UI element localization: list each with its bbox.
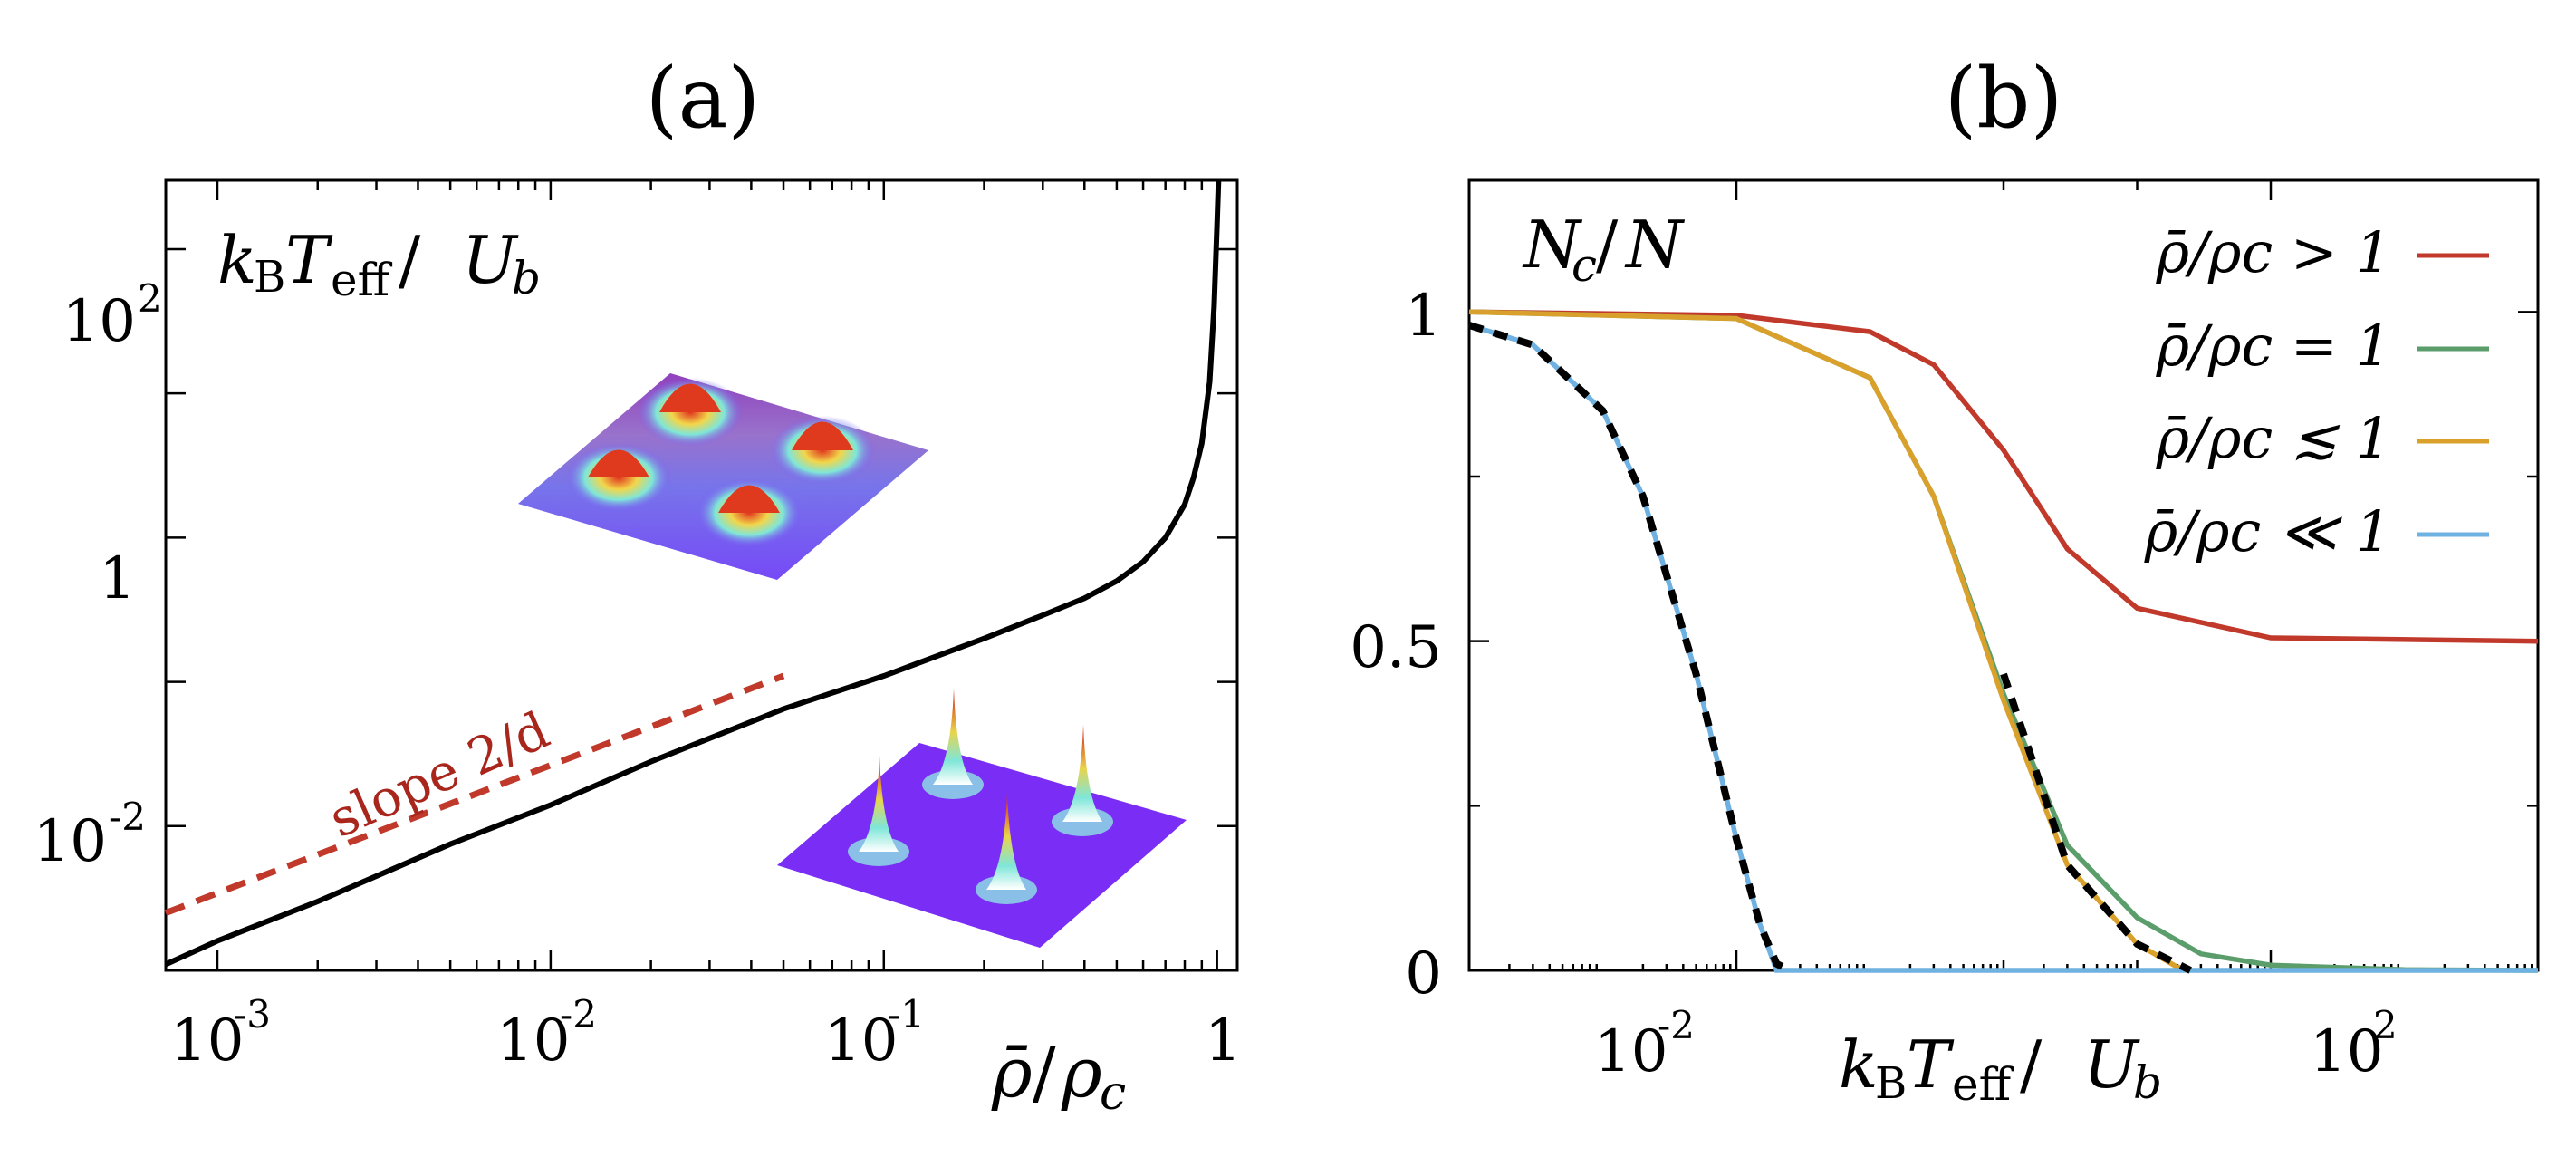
panel-a: 10 2 1 10 -2 10 -3 10 -2 10 -1 1 k B T e… <box>34 178 1242 1121</box>
panel-a-ytick-102: 10 2 <box>62 276 162 355</box>
svg-text:c: c <box>1572 239 1597 292</box>
panel-a-xtick-10-3: 10 -3 <box>170 992 271 1075</box>
svg-text:10: 10 <box>1594 1018 1668 1085</box>
inset-spike-surface <box>777 689 1187 948</box>
legend-entry-orange: ρ̄/ρc ≲ 1 <box>2156 405 2489 471</box>
panel-b-series-dashed-1 <box>1467 322 1792 974</box>
svg-text:-1: -1 <box>888 992 925 1036</box>
legend-entry-red: ρ̄/ρc > 1 <box>2156 219 2489 285</box>
legend-entry-green: ρ̄/ρc = 1 <box>2156 313 2489 379</box>
legend-label-green: ρ̄/ρc = 1 <box>2156 313 2391 379</box>
panel-b-xlabel: k B T eff / U b <box>1839 1027 2162 1111</box>
panel-a-ytick-10-2: 10 -2 <box>34 795 146 875</box>
svg-text:2: 2 <box>138 276 162 321</box>
svg-text:b: b <box>2133 1056 2162 1109</box>
panel-b-frame <box>1467 178 2540 972</box>
panel-b-series-dashed-2 <box>2000 672 2192 974</box>
svg-text:T: T <box>285 222 333 298</box>
panel-b-ytick-1: 1 <box>1405 283 1442 350</box>
svg-text:10: 10 <box>2310 1018 2383 1085</box>
panel-b-title: (b) <box>1945 50 2063 147</box>
svg-text:eff: eff <box>331 254 393 306</box>
panel-a-ticks <box>166 180 1237 970</box>
panel-b-xtick-10-2: 10 -2 <box>1594 1003 1695 1085</box>
inset-smooth-surface <box>518 373 928 580</box>
svg-text:10: 10 <box>170 1008 244 1075</box>
svg-text:-2: -2 <box>560 992 597 1036</box>
svg-text:eff: eff <box>1952 1058 2014 1111</box>
svg-text:10: 10 <box>496 1008 570 1075</box>
svg-text:ρ: ρ <box>1061 1032 1102 1113</box>
legend-label-red: ρ̄/ρc > 1 <box>2156 219 2391 285</box>
svg-text:B: B <box>254 252 285 303</box>
panel-b-series-red <box>1468 309 2539 644</box>
svg-text:ρ̄: ρ̄ <box>991 1032 1033 1113</box>
svg-text:-3: -3 <box>234 992 271 1036</box>
svg-text:-2: -2 <box>109 795 146 839</box>
svg-text:T: T <box>1907 1027 1955 1103</box>
panel-a-ytick-1: 1 <box>99 545 136 612</box>
svg-text:U: U <box>2083 1027 2140 1103</box>
svg-text:k: k <box>1839 1027 1879 1103</box>
svg-text:10: 10 <box>62 288 136 355</box>
svg-text:N: N <box>1624 207 1686 283</box>
svg-text:B: B <box>1875 1058 1907 1109</box>
panel-b-xtick-102: 10 2 <box>2310 1003 2398 1085</box>
svg-text:/: / <box>2020 1027 2043 1103</box>
panel-a-slope-line <box>164 672 785 916</box>
panel-a-frame <box>164 178 1239 972</box>
svg-text:10: 10 <box>824 1008 898 1075</box>
panel-b-series <box>1467 309 2539 974</box>
svg-text:10: 10 <box>34 808 107 875</box>
panel-b-ticks <box>1469 180 2538 972</box>
svg-text:/: / <box>399 222 421 298</box>
svg-text:b: b <box>512 252 541 304</box>
panel-b-ytick-0.5: 0.5 <box>1350 614 1442 681</box>
svg-text:c: c <box>1100 1066 1126 1121</box>
panel-a-title: (a) <box>646 50 761 147</box>
panel-a-curve <box>164 179 1222 968</box>
svg-text:-2: -2 <box>1658 1003 1695 1047</box>
panel-b-ytick-0: 0 <box>1405 940 1442 1008</box>
panel-b-series-orange <box>1468 309 2191 973</box>
panel-b-ylabel: N c / N <box>1522 207 1686 292</box>
svg-text:/: / <box>1033 1032 1056 1113</box>
panel-a-ylabel: k B T eff / U b <box>217 222 541 306</box>
legend-entry-blue: ρ̄/ρc ≪ 1 <box>2144 498 2489 564</box>
panel-a-slope-annotation: slope 2/d <box>321 701 558 850</box>
panel-a-xtick-10-2: 10 -2 <box>496 992 597 1075</box>
panel-a-xlabel: ρ̄ / ρ c <box>991 1032 1126 1121</box>
svg-text:2: 2 <box>2373 1003 2398 1047</box>
panel-a-xtick-10-1: 10 -1 <box>824 992 925 1075</box>
svg-text:U: U <box>462 222 519 298</box>
svg-text:k: k <box>217 222 257 298</box>
panel-b: 1 0.5 0 10 -2 10 2 N c / N k B T eff / U… <box>1350 178 2540 1111</box>
panel-a-xtick-1: 1 <box>1205 1008 1242 1075</box>
svg-text:N: N <box>1522 207 1583 283</box>
svg-text:/: / <box>1596 207 1619 283</box>
panel-b-legend: ρ̄/ρc > 1 ρ̄/ρc = 1 ρ̄/ρc ≲ 1 ρ̄/ρc ≪ 1 <box>2144 219 2489 564</box>
legend-label-blue: ρ̄/ρc ≪ 1 <box>2144 498 2391 564</box>
legend-label-orange: ρ̄/ρc ≲ 1 <box>2156 405 2391 471</box>
